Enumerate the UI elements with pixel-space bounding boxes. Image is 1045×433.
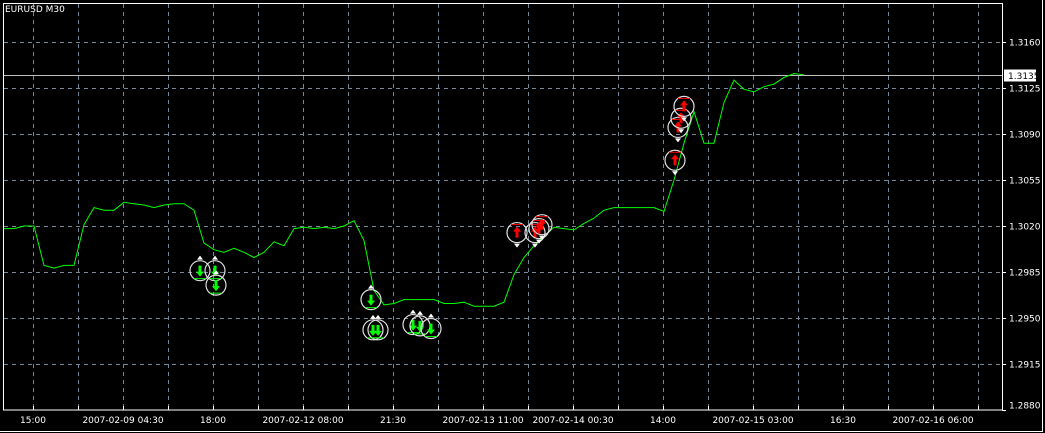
triangle-up-icon xyxy=(410,309,416,314)
signal-circle xyxy=(528,218,550,240)
signal-circle xyxy=(531,214,553,236)
time-tick-label: 2007-02-15 03:00 xyxy=(712,416,793,426)
triangle-up-icon xyxy=(212,255,218,260)
time-tick-label: 18:00 xyxy=(200,416,226,426)
arrow-down-icon xyxy=(409,319,417,331)
triangle-down-icon xyxy=(536,239,542,244)
price-tick-label: 1.2915 xyxy=(1009,361,1041,371)
price-tick-label: 1.3055 xyxy=(1009,177,1041,187)
signal-circle xyxy=(524,221,546,244)
price-tick-label: 1.2985 xyxy=(1009,269,1041,279)
arrow-down-icon xyxy=(374,324,382,336)
triangle-up-icon xyxy=(417,310,423,315)
trade-signals xyxy=(189,95,695,341)
arrow-down-icon xyxy=(196,265,204,277)
triangle-up-icon xyxy=(375,314,381,319)
sell-signal xyxy=(367,314,389,341)
signal-circle xyxy=(205,274,227,296)
buy-signal xyxy=(664,149,686,176)
triangle-down-icon xyxy=(678,129,684,134)
grid xyxy=(4,4,1002,410)
price-tick-label: 1.2880 xyxy=(1009,402,1041,412)
sell-signal xyxy=(189,255,211,282)
time-tick-label: 2007-02-13 11:00 xyxy=(442,416,523,426)
current-price-label: 1.3135 xyxy=(1008,72,1040,82)
price-tick-label: 1.3160 xyxy=(1009,39,1041,49)
price-tick-label: 1.3090 xyxy=(1009,131,1041,141)
signal-circle xyxy=(670,107,692,129)
triangle-up-icon xyxy=(197,255,203,260)
signal-circle xyxy=(367,319,389,341)
signal-circle xyxy=(667,116,689,139)
arrow-up-icon xyxy=(513,226,521,238)
triangle-up-icon xyxy=(370,314,376,319)
arrow-down-icon xyxy=(367,294,375,306)
triangle-up-icon xyxy=(213,270,219,275)
plot-frame xyxy=(3,3,1003,411)
arrow-down-icon xyxy=(416,320,424,332)
arrow-up-icon xyxy=(538,218,546,230)
signal-circle xyxy=(362,319,384,341)
arrow-down-icon xyxy=(427,323,435,335)
time-tick-label: 15:00 xyxy=(20,416,46,426)
time-tick-label: 2007-02-16 06:00 xyxy=(892,416,973,426)
signal-circle xyxy=(189,260,211,282)
triangle-down-icon xyxy=(514,243,520,248)
sell-signal xyxy=(205,270,227,296)
time-axis[interactable]: 15:00 2007-02-09 04:30 18:00 2007-02-12 08:… xyxy=(20,406,979,426)
signal-circle xyxy=(360,289,382,311)
signal-circle xyxy=(402,313,424,336)
signal-circle xyxy=(673,95,695,118)
arrow-up-icon xyxy=(680,100,688,112)
sell-signal xyxy=(360,284,382,311)
buy-signal xyxy=(673,95,695,122)
price-axis[interactable]: 1.3160 1.3125 1.3090 1.3055 1.3020 1.2985 1.29… xyxy=(1002,39,1041,412)
time-tick-label: 14:00 xyxy=(650,416,676,426)
sell-signal xyxy=(420,313,442,340)
arrow-up-icon xyxy=(674,121,682,133)
arrow-up-icon xyxy=(671,154,679,166)
arrow-down-icon xyxy=(369,324,377,336)
time-tick-label: 2007-02-09 04:30 xyxy=(82,416,163,426)
signal-circle xyxy=(506,221,528,244)
buy-signal xyxy=(531,214,553,240)
triangle-down-icon xyxy=(532,243,538,248)
chart-title: EURUSD M30 xyxy=(5,5,65,15)
time-tick-label: 16:30 xyxy=(830,416,856,426)
price-tick-label: 1.3125 xyxy=(1009,85,1041,95)
price-tick-label: 1.3020 xyxy=(1009,223,1041,233)
price-line xyxy=(4,72,805,307)
current-price-label-bg xyxy=(1004,69,1036,82)
time-tick-label: 2007-02-12 08:00 xyxy=(262,416,343,426)
arrow-down-icon xyxy=(212,280,220,292)
buy-signal xyxy=(506,221,528,248)
time-tick-label: 21:30 xyxy=(380,416,406,426)
triangle-up-icon xyxy=(368,284,374,289)
time-tick-label: 2007-02-14 00:30 xyxy=(532,416,613,426)
triangle-down-icon xyxy=(681,117,687,122)
triangle-down-icon xyxy=(539,235,545,240)
triangle-down-icon xyxy=(675,138,681,143)
signal-circle xyxy=(420,317,442,340)
triangle-up-icon xyxy=(428,313,434,318)
price-tick-label: 1.2950 xyxy=(1009,315,1041,325)
triangle-down-icon xyxy=(672,171,678,176)
signal-circle xyxy=(664,149,686,171)
